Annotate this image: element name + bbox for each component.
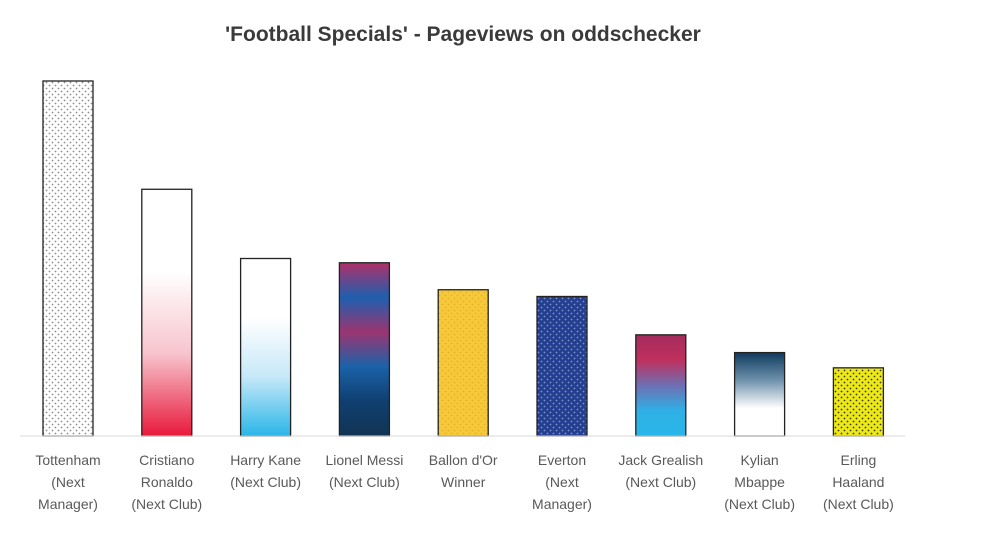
category-label-line: Erling: [841, 452, 877, 468]
category-label-line: Winner: [441, 474, 486, 490]
bars-group: [42, 80, 885, 437]
category-label-line: (Next Club): [230, 474, 301, 490]
category-label-0: Tottenham (Next Manager): [35, 452, 100, 512]
category-label-line: Mbappe: [734, 474, 785, 490]
category-label-2: Harry Kane (Next Club): [230, 452, 301, 490]
bar-2: [239, 257, 292, 437]
category-label-line: Cristiano: [139, 452, 194, 468]
category-label-line: Everton: [538, 452, 586, 468]
category-label-6: Jack Grealish (Next Club): [618, 452, 703, 490]
category-label-line: Lionel Messi: [325, 452, 403, 468]
category-label-line: Kylian: [741, 452, 779, 468]
bar-8: [832, 367, 885, 437]
category-labels: Tottenham (Next Manager) Cristiano Ronaldo (N…: [35, 452, 893, 512]
category-label-line: (Next Club): [625, 474, 696, 490]
bar-4: [437, 289, 489, 437]
bar-0: [42, 80, 94, 437]
bar-1: [141, 188, 193, 437]
category-label-line: Harry Kane: [230, 452, 301, 468]
category-label-line: Manager): [38, 496, 98, 512]
category-label-3: Lionel Messi (Next Club): [325, 452, 403, 490]
category-label-line: Haaland: [832, 474, 884, 490]
category-label-line: Ronaldo: [141, 474, 193, 490]
chart-title: 'Football Specials' - Pageviews on oddsc…: [225, 23, 701, 46]
category-label-line: Tottenham: [35, 452, 100, 468]
category-label-line: (Next: [545, 474, 579, 490]
bar-5: [536, 295, 588, 437]
category-label-7: Kylian Mbappe (Next Club): [724, 452, 795, 512]
bar-3: [338, 262, 391, 437]
category-label-line: Ballon d'Or: [429, 452, 498, 468]
bar-6: [635, 334, 687, 437]
category-label-line: (Next Club): [724, 496, 795, 512]
category-label-line: (Next: [51, 474, 85, 490]
category-label-line: Manager): [532, 496, 592, 512]
category-label-5: Everton (Next Manager): [532, 452, 592, 512]
category-label-8: Erling Haaland (Next Club): [823, 452, 894, 512]
category-label-line: (Next Club): [329, 474, 400, 490]
category-label-line: (Next Club): [131, 496, 202, 512]
category-label-4: Ballon d'Or Winner: [429, 452, 498, 490]
bar-7: [733, 351, 786, 437]
category-label-1: Cristiano Ronaldo (Next Club): [131, 452, 202, 512]
category-label-line: (Next Club): [823, 496, 894, 512]
category-label-line: Jack Grealish: [618, 452, 703, 468]
